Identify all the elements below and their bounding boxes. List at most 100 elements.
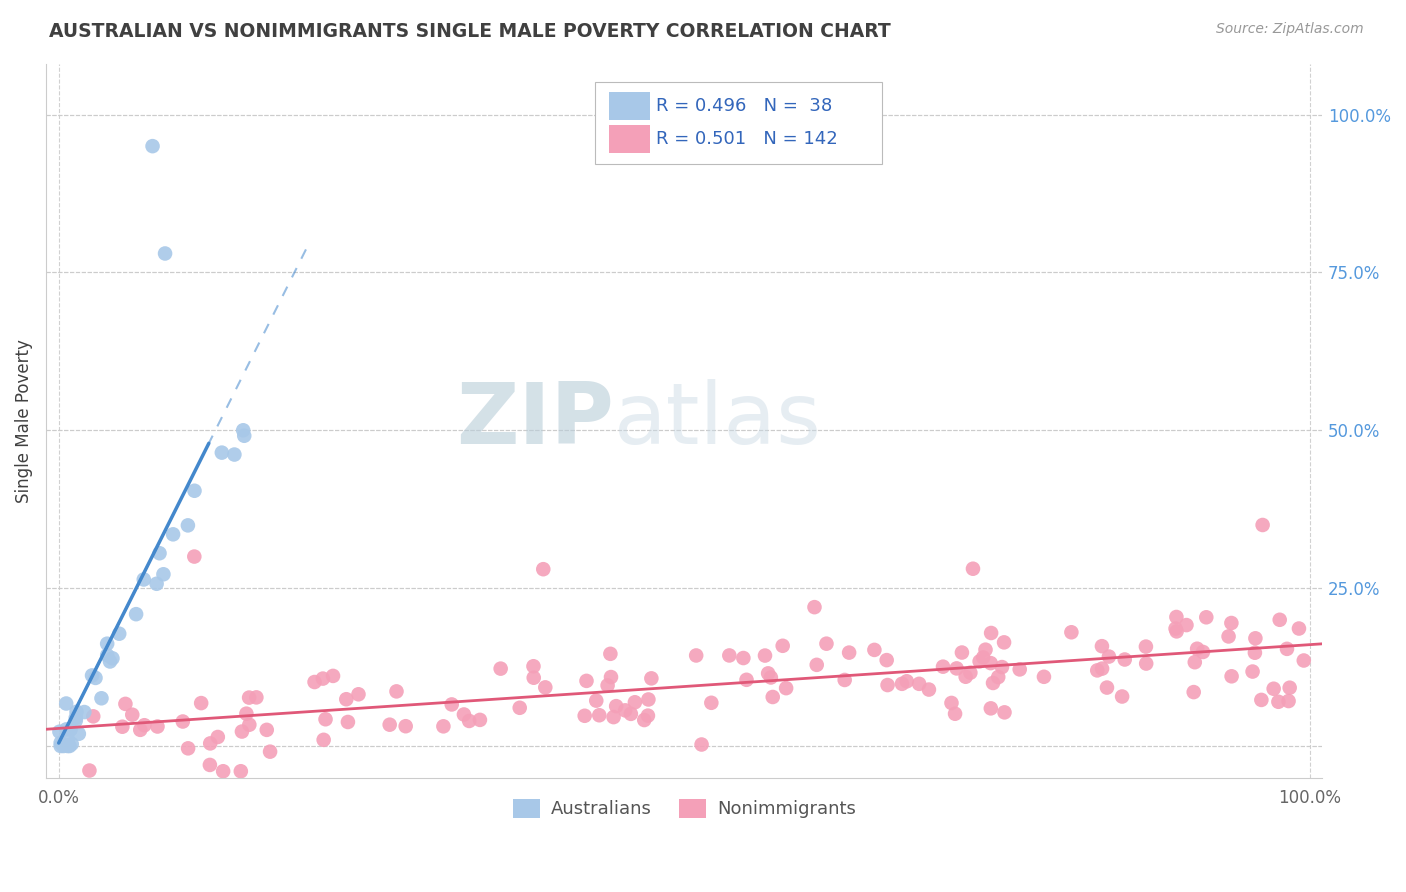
Point bbox=[96, 648, 118, 663]
Point bbox=[125, 607, 148, 622]
Point bbox=[637, 692, 659, 706]
Point bbox=[468, 713, 491, 727]
Point bbox=[229, 764, 252, 779]
Point bbox=[90, 691, 112, 706]
Point bbox=[458, 714, 481, 728]
Point bbox=[1091, 662, 1114, 676]
Point bbox=[129, 723, 152, 737]
Point bbox=[1263, 681, 1285, 696]
Point bbox=[347, 687, 370, 701]
Point bbox=[141, 139, 163, 153]
Point bbox=[633, 713, 655, 727]
Point bbox=[733, 651, 755, 665]
Point bbox=[49, 739, 72, 753]
Point bbox=[1095, 681, 1118, 695]
Point bbox=[232, 423, 254, 437]
Point bbox=[233, 429, 256, 443]
Point bbox=[1032, 670, 1054, 684]
Point bbox=[172, 714, 194, 729]
Point bbox=[534, 681, 557, 695]
Point bbox=[336, 714, 359, 729]
Point bbox=[754, 648, 776, 663]
Text: Source: ZipAtlas.com: Source: ZipAtlas.com bbox=[1216, 22, 1364, 37]
Point bbox=[1085, 664, 1108, 678]
Point bbox=[1091, 639, 1114, 653]
Point bbox=[385, 684, 408, 698]
Point bbox=[756, 666, 779, 681]
Point bbox=[1195, 610, 1218, 624]
Point bbox=[803, 600, 825, 615]
Text: R = 0.501   N = 142: R = 0.501 N = 142 bbox=[657, 130, 838, 148]
Point bbox=[838, 646, 860, 660]
Point bbox=[531, 562, 554, 576]
FancyBboxPatch shape bbox=[609, 125, 650, 153]
Point bbox=[245, 690, 267, 705]
Point bbox=[211, 445, 233, 459]
Point bbox=[690, 738, 713, 752]
Point bbox=[943, 706, 966, 721]
Point bbox=[945, 661, 967, 675]
Point bbox=[79, 764, 101, 778]
Point bbox=[993, 635, 1015, 649]
Point bbox=[637, 708, 659, 723]
Point bbox=[1220, 669, 1243, 683]
Point bbox=[962, 562, 984, 576]
Point bbox=[891, 677, 914, 691]
Point bbox=[522, 659, 544, 673]
Point bbox=[145, 576, 167, 591]
Point bbox=[1250, 693, 1272, 707]
Point bbox=[82, 709, 104, 723]
Point bbox=[1185, 641, 1208, 656]
Point bbox=[718, 648, 741, 663]
Point bbox=[56, 739, 79, 753]
Point bbox=[200, 736, 222, 750]
Point bbox=[183, 549, 205, 564]
Point bbox=[231, 724, 253, 739]
Point bbox=[453, 707, 475, 722]
Point bbox=[335, 692, 357, 706]
Point bbox=[1182, 685, 1205, 699]
Point bbox=[574, 708, 596, 723]
Point bbox=[620, 706, 643, 721]
Point bbox=[700, 696, 723, 710]
Point bbox=[980, 626, 1002, 640]
Point bbox=[1275, 641, 1298, 656]
Point bbox=[304, 675, 326, 690]
Point bbox=[121, 707, 143, 722]
Point bbox=[908, 677, 931, 691]
Point bbox=[153, 246, 176, 260]
Point bbox=[59, 723, 82, 737]
Point bbox=[1268, 613, 1291, 627]
Point bbox=[955, 670, 977, 684]
Point bbox=[941, 696, 963, 710]
Point bbox=[190, 696, 212, 710]
Y-axis label: Single Male Poverty: Single Male Poverty bbox=[15, 339, 32, 503]
Point bbox=[183, 483, 205, 498]
Point bbox=[980, 701, 1002, 715]
Point bbox=[1008, 662, 1031, 676]
Point bbox=[132, 573, 155, 587]
Point bbox=[1218, 629, 1240, 643]
Point bbox=[152, 567, 174, 582]
Point bbox=[523, 671, 546, 685]
Point bbox=[959, 665, 981, 680]
Point bbox=[1111, 690, 1133, 704]
Point bbox=[96, 637, 118, 651]
Point bbox=[932, 659, 955, 673]
Point bbox=[1244, 632, 1267, 646]
Point bbox=[52, 739, 75, 753]
Point bbox=[762, 690, 785, 704]
Point bbox=[588, 708, 610, 723]
Text: ZIP: ZIP bbox=[457, 379, 614, 462]
Point bbox=[1288, 622, 1310, 636]
Point bbox=[148, 546, 170, 560]
Point bbox=[65, 711, 87, 725]
Point bbox=[378, 717, 401, 731]
Point bbox=[108, 626, 131, 640]
Point bbox=[1241, 665, 1264, 679]
Point bbox=[1292, 653, 1315, 667]
Point bbox=[991, 660, 1014, 674]
Point bbox=[605, 699, 627, 714]
Point bbox=[73, 705, 96, 719]
Point bbox=[1166, 624, 1188, 639]
